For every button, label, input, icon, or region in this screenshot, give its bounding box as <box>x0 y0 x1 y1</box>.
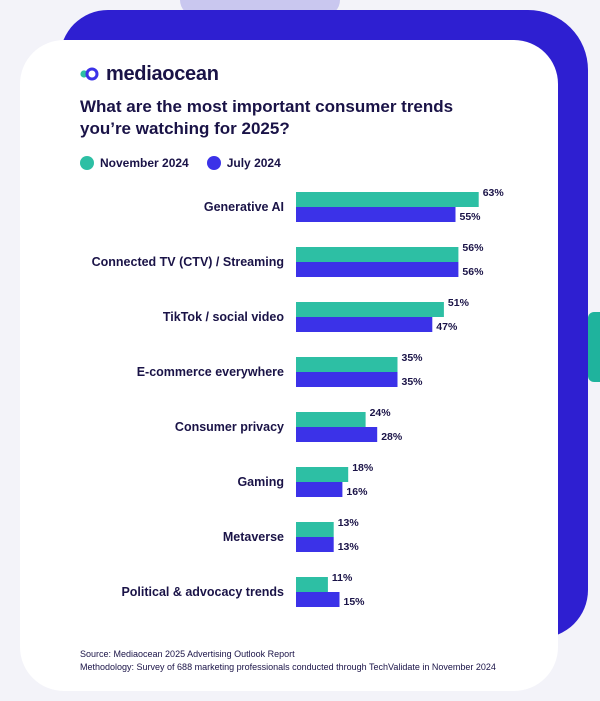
value-label-july: 15% <box>344 596 366 608</box>
value-label-november: 24% <box>370 407 392 419</box>
bar-july <box>296 537 334 552</box>
value-label-november: 56% <box>462 242 484 254</box>
value-label-november: 63% <box>483 187 505 199</box>
chart-legend: November 2024 July 2024 <box>80 156 299 170</box>
category-label: Connected TV (CTV) / Streaming <box>92 255 284 269</box>
bar-november <box>296 357 398 372</box>
value-label-november: 13% <box>338 517 360 529</box>
bar-november <box>296 577 328 592</box>
bar-november <box>296 302 444 317</box>
bar-july <box>296 427 378 442</box>
methodology-note: Methodology: Survey of 688 marketing pro… <box>80 662 496 672</box>
bar-november <box>296 522 334 537</box>
bar-november <box>296 412 366 427</box>
background-teal-accent <box>588 312 600 382</box>
value-label-november: 18% <box>352 462 374 474</box>
bar-july <box>296 482 343 497</box>
legend-item-november: November 2024 <box>80 156 189 170</box>
chart-title: What are the most important consumer tre… <box>80 97 454 138</box>
category-label: Gaming <box>237 475 284 489</box>
value-label-july: 47% <box>436 321 458 333</box>
brand-name: mediaocean <box>106 62 219 85</box>
value-label-november: 35% <box>402 352 424 364</box>
value-label-november: 51% <box>448 297 470 309</box>
bar-july <box>296 317 433 332</box>
category-label: TikTok / social video <box>163 310 284 324</box>
category-label: Generative AI <box>204 200 284 214</box>
legend-swatch-november <box>80 156 94 170</box>
brand-logo: mediaocean <box>80 62 219 86</box>
bar-july <box>296 207 456 222</box>
chart-footer: Source: Mediaocean 2025 Advertising Outl… <box>80 648 496 674</box>
value-label-july: 56% <box>462 266 484 278</box>
value-label-july: 13% <box>338 541 360 553</box>
value-label-july: 35% <box>402 376 424 388</box>
category-label: Metaverse <box>223 530 284 544</box>
chart-card <box>20 40 558 691</box>
bar-july <box>296 592 340 607</box>
mediaocean-logo-icon <box>80 67 99 81</box>
legend-swatch-july <box>206 156 221 170</box>
legend-item-july: July 2024 <box>206 156 281 170</box>
value-label-november: 11% <box>332 572 353 584</box>
category-label: Consumer privacy <box>175 420 284 434</box>
value-label-july: 16% <box>346 486 368 498</box>
bar-july <box>296 262 459 277</box>
bar-november <box>296 467 349 482</box>
bar-july <box>296 372 398 387</box>
value-label-july: 55% <box>460 211 482 223</box>
legend-label-november: November 2024 <box>100 156 189 170</box>
bar-november <box>296 192 479 207</box>
value-label-july: 28% <box>381 431 403 443</box>
bar-november <box>296 247 459 262</box>
category-label: Political & advocacy trends <box>121 585 284 599</box>
legend-label-july: July 2024 <box>226 156 281 170</box>
source-note: Source: Mediaocean 2025 Advertising Outl… <box>80 649 295 659</box>
category-label: E-commerce everywhere <box>137 365 284 379</box>
